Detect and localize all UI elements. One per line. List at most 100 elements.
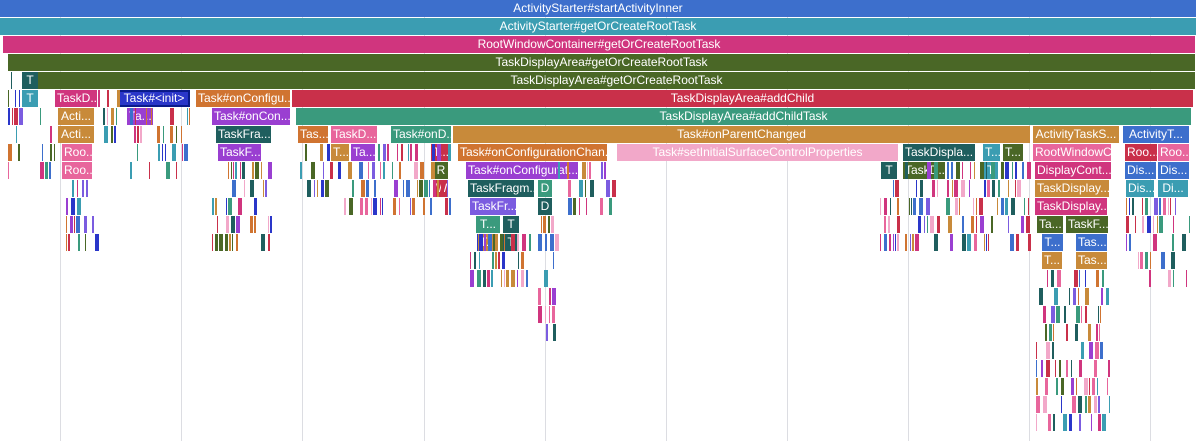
- flame-sliver[interactable]: [974, 162, 975, 179]
- flame-sliver[interactable]: [984, 180, 986, 197]
- flame-sliver[interactable]: [268, 162, 272, 179]
- flame-sliver[interactable]: [991, 162, 995, 179]
- flame-frame[interactable]: Dis...: [1126, 180, 1154, 197]
- flame-sliver[interactable]: [1101, 288, 1103, 305]
- flame-frame[interactable]: Tas...: [1076, 252, 1107, 269]
- flame-sliver[interactable]: [604, 162, 606, 179]
- flame-sliver[interactable]: [506, 270, 509, 287]
- flame-sliver[interactable]: [166, 162, 170, 179]
- flame-sliver[interactable]: [1072, 396, 1076, 413]
- flame-sliver[interactable]: [392, 162, 393, 179]
- flame-frame[interactable]: RootWindowContainer#getOrCreateRootTask: [3, 36, 1195, 53]
- flame-sliver[interactable]: [980, 216, 984, 233]
- flame-sliver[interactable]: [934, 234, 938, 251]
- flame-sliver[interactable]: [437, 180, 439, 197]
- flame-sliver[interactable]: [479, 234, 483, 251]
- flame-sliver[interactable]: [1061, 378, 1064, 395]
- flame-sliver[interactable]: [1079, 360, 1082, 377]
- flame-sliver[interactable]: [948, 216, 952, 233]
- flame-frame[interactable]: T: [22, 72, 38, 89]
- flame-sliver[interactable]: [1053, 324, 1054, 341]
- flame-sliver[interactable]: [261, 234, 265, 251]
- flame-sliver[interactable]: [1163, 198, 1166, 215]
- flame-frame[interactable]: Ta...: [1037, 216, 1063, 233]
- flame-sliver[interactable]: [538, 288, 541, 305]
- flame-sliver[interactable]: [1041, 360, 1043, 377]
- flame-sliver[interactable]: [543, 216, 546, 233]
- flame-sliver[interactable]: [1088, 396, 1091, 413]
- flame-sliver[interactable]: [238, 198, 242, 215]
- flame-sliver[interactable]: [85, 234, 86, 251]
- flame-sliver[interactable]: [474, 252, 476, 269]
- flame-sliver[interactable]: [600, 198, 603, 215]
- flame-frame[interactable]: T...: [983, 144, 1000, 161]
- flame-sliver[interactable]: [1046, 342, 1050, 359]
- flame-sliver[interactable]: [579, 198, 580, 215]
- flame-sliver[interactable]: [986, 162, 987, 179]
- flame-sliver[interactable]: [399, 198, 400, 215]
- flame-sliver[interactable]: [893, 234, 894, 251]
- flame-sliver[interactable]: [905, 234, 907, 251]
- flame-sliver[interactable]: [176, 126, 177, 143]
- flame-sliver[interactable]: [1075, 324, 1078, 341]
- flame-sliver[interactable]: [78, 234, 80, 251]
- flame-sliver[interactable]: [947, 162, 949, 179]
- flame-sliver[interactable]: [130, 162, 132, 179]
- flame-sliver[interactable]: [1102, 270, 1104, 287]
- flame-sliver[interactable]: [11, 72, 12, 89]
- flame-sliver[interactable]: [140, 126, 142, 143]
- flame-sliver[interactable]: [1159, 216, 1163, 233]
- flame-sliver[interactable]: [349, 198, 353, 215]
- flame-sliver[interactable]: [487, 270, 490, 287]
- flame-sliver[interactable]: [305, 144, 307, 161]
- flame-sliver[interactable]: [1085, 306, 1087, 323]
- flame-sliver[interactable]: [1066, 360, 1068, 377]
- flame-frame[interactable]: Ta...: [351, 144, 375, 161]
- flame-sliver[interactable]: [397, 144, 398, 161]
- flame-sliver[interactable]: [1057, 270, 1061, 287]
- flame-sliver[interactable]: [107, 90, 109, 107]
- flame-sliver[interactable]: [1081, 342, 1084, 359]
- flame-sliver[interactable]: [1016, 234, 1019, 251]
- flame-sliver[interactable]: [976, 216, 977, 233]
- flame-sliver[interactable]: [1053, 414, 1055, 431]
- flame-sliver[interactable]: [1098, 396, 1100, 413]
- flame-sliver[interactable]: [8, 144, 12, 161]
- flame-sliver[interactable]: [955, 198, 958, 215]
- flame-frame[interactable]: Task#onParentChanged: [453, 126, 1030, 143]
- flame-sliver[interactable]: [323, 162, 324, 179]
- flame-sliver[interactable]: [1138, 252, 1139, 269]
- flame-sliver[interactable]: [1135, 216, 1136, 233]
- flame-sliver[interactable]: [1098, 306, 1099, 323]
- flame-sliver[interactable]: [932, 180, 935, 197]
- flame-sliver[interactable]: [250, 180, 254, 197]
- flame-sliver[interactable]: [998, 180, 1000, 197]
- flame-frame[interactable]: TaskDisplay...: [1035, 198, 1107, 215]
- flame-sliver[interactable]: [134, 126, 136, 143]
- flame-sliver[interactable]: [54, 144, 55, 161]
- flame-sliver[interactable]: [82, 180, 84, 197]
- flame-sliver[interactable]: [992, 180, 995, 197]
- flame-sliver[interactable]: [1078, 288, 1079, 305]
- flame-sliver[interactable]: [1078, 396, 1082, 413]
- flame-sliver[interactable]: [470, 270, 474, 287]
- flame-sliver[interactable]: [1045, 378, 1048, 395]
- flame-sliver[interactable]: [163, 126, 164, 143]
- flame-sliver[interactable]: [538, 234, 542, 251]
- flame-sliver[interactable]: [66, 234, 67, 251]
- flame-sliver[interactable]: [1079, 270, 1080, 287]
- flame-sliver[interactable]: [1061, 396, 1062, 413]
- flame-frame[interactable]: T...: [1003, 144, 1023, 161]
- flame-sliver[interactable]: [546, 324, 548, 341]
- flame-sliver[interactable]: [522, 234, 526, 251]
- flame-sliver[interactable]: [151, 108, 152, 125]
- flame-sliver[interactable]: [149, 162, 150, 179]
- flame-sliver[interactable]: [325, 180, 329, 197]
- flame-sliver[interactable]: [585, 180, 586, 197]
- flame-sliver[interactable]: [910, 234, 911, 251]
- flame-sliver[interactable]: [424, 180, 428, 197]
- flame-sliver[interactable]: [517, 270, 518, 287]
- flame-sliver[interactable]: [86, 180, 88, 197]
- flame-sliver[interactable]: [538, 306, 542, 323]
- flame-sliver[interactable]: [492, 252, 494, 269]
